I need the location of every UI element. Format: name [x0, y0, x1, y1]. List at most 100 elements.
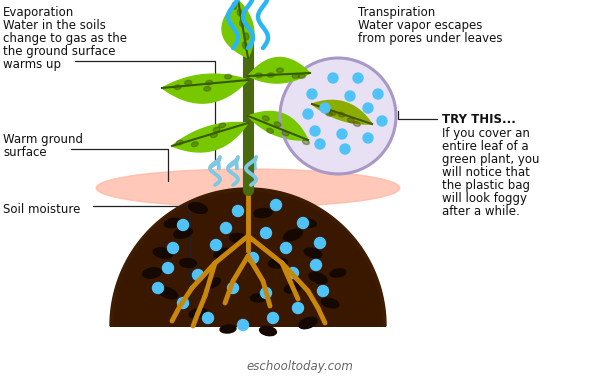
- Circle shape: [238, 320, 248, 330]
- Circle shape: [328, 73, 338, 83]
- Circle shape: [167, 242, 179, 253]
- Ellipse shape: [213, 127, 220, 132]
- Ellipse shape: [179, 258, 196, 267]
- Polygon shape: [114, 192, 382, 326]
- Ellipse shape: [96, 169, 400, 207]
- Ellipse shape: [284, 283, 302, 293]
- Circle shape: [314, 237, 325, 248]
- Ellipse shape: [176, 140, 183, 145]
- Ellipse shape: [299, 317, 317, 329]
- Text: TRY THIS...: TRY THIS...: [442, 113, 516, 126]
- Ellipse shape: [220, 325, 236, 333]
- Circle shape: [193, 269, 203, 280]
- Ellipse shape: [153, 248, 173, 258]
- Circle shape: [260, 288, 271, 298]
- Circle shape: [363, 103, 373, 113]
- Circle shape: [280, 242, 292, 253]
- Circle shape: [311, 259, 322, 271]
- Ellipse shape: [277, 68, 283, 72]
- Ellipse shape: [164, 218, 182, 228]
- Ellipse shape: [189, 203, 207, 213]
- Text: surface: surface: [3, 146, 47, 159]
- Ellipse shape: [304, 248, 322, 258]
- Text: from pores under leaves: from pores under leaves: [358, 32, 502, 45]
- Text: Warm ground: Warm ground: [3, 133, 83, 146]
- Text: Transpiration: Transpiration: [358, 6, 435, 19]
- Ellipse shape: [292, 74, 299, 78]
- Ellipse shape: [302, 140, 309, 144]
- Circle shape: [221, 223, 232, 234]
- Ellipse shape: [174, 85, 181, 90]
- Ellipse shape: [214, 248, 230, 258]
- Ellipse shape: [260, 327, 277, 336]
- Ellipse shape: [283, 229, 302, 241]
- Ellipse shape: [269, 258, 287, 268]
- Ellipse shape: [298, 74, 305, 78]
- Circle shape: [377, 116, 387, 126]
- Circle shape: [211, 240, 221, 250]
- Ellipse shape: [189, 308, 207, 318]
- Ellipse shape: [321, 298, 339, 308]
- Text: Water vapor escapes: Water vapor escapes: [358, 19, 482, 32]
- Ellipse shape: [338, 112, 345, 117]
- Ellipse shape: [347, 118, 354, 123]
- Text: the ground surface: the ground surface: [3, 45, 116, 58]
- Circle shape: [280, 58, 396, 174]
- Ellipse shape: [250, 294, 265, 302]
- Circle shape: [152, 282, 163, 293]
- Ellipse shape: [255, 73, 262, 78]
- Ellipse shape: [244, 33, 249, 40]
- Circle shape: [271, 200, 281, 210]
- Circle shape: [292, 303, 304, 314]
- Text: Evaporation: Evaporation: [3, 6, 74, 19]
- Ellipse shape: [267, 128, 274, 133]
- Ellipse shape: [330, 269, 346, 277]
- Ellipse shape: [206, 80, 213, 85]
- Text: Water in the soils: Water in the soils: [3, 19, 106, 32]
- Circle shape: [363, 133, 373, 143]
- Text: will look foggy: will look foggy: [442, 192, 527, 205]
- Ellipse shape: [206, 278, 220, 288]
- Text: the plastic bag: the plastic bag: [442, 179, 530, 192]
- Text: Soil moisture: Soil moisture: [3, 203, 80, 216]
- Circle shape: [345, 91, 355, 101]
- Ellipse shape: [329, 110, 336, 115]
- Ellipse shape: [263, 116, 269, 121]
- Ellipse shape: [309, 272, 327, 284]
- Circle shape: [317, 285, 329, 296]
- Text: eschooltoday.com: eschooltoday.com: [247, 360, 353, 373]
- Polygon shape: [172, 123, 248, 152]
- Polygon shape: [110, 188, 386, 326]
- Circle shape: [337, 129, 347, 139]
- Ellipse shape: [174, 227, 192, 239]
- Ellipse shape: [185, 80, 191, 85]
- Ellipse shape: [274, 122, 281, 127]
- Circle shape: [227, 282, 238, 293]
- Ellipse shape: [158, 287, 178, 299]
- Circle shape: [298, 218, 308, 229]
- Circle shape: [260, 227, 271, 239]
- Circle shape: [247, 253, 259, 264]
- Circle shape: [178, 219, 188, 231]
- Circle shape: [315, 139, 325, 149]
- Ellipse shape: [242, 42, 247, 49]
- Ellipse shape: [267, 73, 274, 77]
- Circle shape: [307, 89, 317, 99]
- Polygon shape: [248, 58, 310, 83]
- Ellipse shape: [204, 86, 211, 91]
- Text: entire leaf of a: entire leaf of a: [442, 140, 529, 153]
- Ellipse shape: [238, 9, 242, 16]
- Ellipse shape: [239, 20, 244, 27]
- Polygon shape: [162, 74, 248, 103]
- Text: green plant, you: green plant, you: [442, 153, 539, 166]
- Circle shape: [268, 312, 278, 323]
- Circle shape: [163, 263, 173, 274]
- Text: after a while.: after a while.: [442, 205, 520, 218]
- Circle shape: [303, 109, 313, 119]
- Ellipse shape: [325, 111, 332, 116]
- Circle shape: [353, 73, 363, 83]
- Polygon shape: [248, 112, 308, 140]
- Circle shape: [287, 267, 299, 279]
- Text: warms up: warms up: [3, 58, 61, 71]
- Ellipse shape: [211, 133, 217, 138]
